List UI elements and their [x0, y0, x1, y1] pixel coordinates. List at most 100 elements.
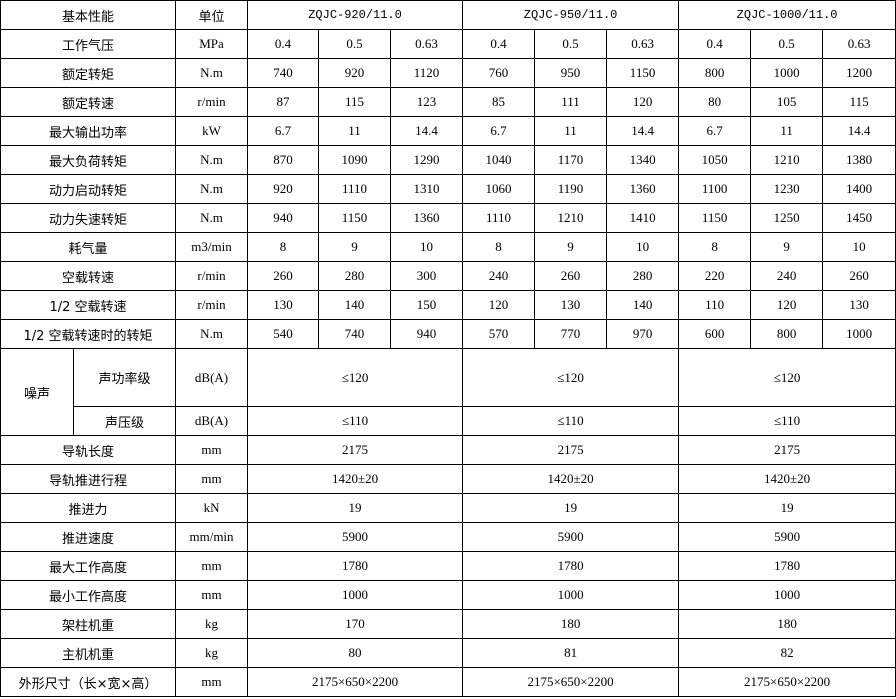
value-cell: 11	[534, 116, 608, 146]
value-cell: 105	[750, 87, 824, 117]
table-row: 推进速度 mm/min 5900 5900 5900	[0, 522, 896, 552]
table-row: 导轨推进行程 mm 1420±20 1420±20 1420±20	[0, 464, 896, 494]
row-unit: r/min	[175, 87, 249, 117]
value-cell: 1380	[822, 145, 896, 175]
table-row: 额定转速 r/min 87 115 123 85 111 120 80 105 115	[0, 87, 896, 117]
value-cell: 1120	[390, 58, 464, 88]
value-cell: ≤110	[247, 406, 464, 436]
value-cell: 1150	[318, 203, 392, 233]
value-cell: 1420±20	[247, 464, 464, 494]
row-label: 耗气量	[0, 232, 177, 262]
value-cell: 10	[822, 232, 896, 262]
row-unit: kW	[175, 116, 249, 146]
table-row: 导轨长度 mm 2175 2175 2175	[0, 435, 896, 465]
value-cell: 9	[750, 232, 824, 262]
value-cell: 14.4	[606, 116, 680, 146]
table-row: 外形尺寸（长×宽×高） mm 2175×650×2200 2175×650×2200 2…	[0, 667, 896, 697]
value-cell: 1420±20	[462, 464, 680, 494]
value-cell: 6.7	[247, 116, 320, 146]
value-cell: 1200	[822, 58, 896, 88]
value-cell: 82	[678, 638, 896, 668]
value-cell: 14.4	[822, 116, 896, 146]
row-label: 额定转速	[0, 87, 177, 117]
table-row: 推进力 kN 19 19 19	[0, 493, 896, 523]
value-cell: 0.4	[247, 29, 320, 59]
value-cell: 19	[462, 493, 680, 523]
value-cell: 760	[462, 58, 536, 88]
value-cell: 1250	[750, 203, 824, 233]
value-cell: ≤120	[678, 348, 896, 407]
row-unit: MPa	[175, 29, 249, 59]
row-label: 导轨推进行程	[0, 464, 177, 494]
value-cell: 0.63	[822, 29, 896, 59]
value-cell: 260	[822, 261, 896, 291]
row-unit: mm	[175, 580, 249, 610]
value-cell: 2175	[678, 435, 896, 465]
value-cell: 1310	[390, 174, 464, 204]
row-unit: m3/min	[175, 232, 249, 262]
table-row: 最大输出功率 kW 6.7 11 14.4 6.7 11 14.4 6.7 11 14.4	[0, 116, 896, 146]
value-cell: 280	[318, 261, 392, 291]
row-label: 推进速度	[0, 522, 177, 552]
value-cell: 540	[247, 319, 320, 349]
value-cell: 1060	[462, 174, 536, 204]
value-cell: 80	[247, 638, 464, 668]
row-label: 最大输出功率	[0, 116, 177, 146]
value-cell: 1000	[750, 58, 824, 88]
value-cell: 9	[318, 232, 392, 262]
value-cell: 1150	[606, 58, 680, 88]
value-cell: 1360	[606, 174, 680, 204]
row-unit: mm/min	[175, 522, 249, 552]
table-row: 1/2 空载转速 r/min 130 140 150 120 130 140 110 120 130	[0, 290, 896, 320]
table-row: 额定转矩 N.m 740 920 1120 760 950 1150 800 1000 1200	[0, 58, 896, 88]
noise-row: 噪声 声功率级 dB(A) ≤120 ≤120 ≤120	[0, 348, 896, 436]
value-cell: 1170	[534, 145, 608, 175]
value-cell: 111	[534, 87, 608, 117]
value-cell: 130	[822, 290, 896, 320]
value-cell: 0.4	[462, 29, 536, 59]
row-label: 外形尺寸（长×宽×高）	[0, 667, 177, 697]
value-cell: 920	[247, 174, 320, 204]
value-cell: 130	[247, 290, 320, 320]
value-cell: 150	[390, 290, 464, 320]
value-cell: 85	[462, 87, 536, 117]
value-cell: ≤120	[247, 348, 464, 407]
value-cell: 260	[534, 261, 608, 291]
value-cell: ≤120	[462, 348, 680, 407]
row-unit: N.m	[175, 174, 249, 204]
row-unit: kN	[175, 493, 249, 523]
value-cell: 80	[678, 87, 752, 117]
value-cell: 87	[247, 87, 320, 117]
value-cell: 920	[318, 58, 392, 88]
value-cell: 6.7	[462, 116, 536, 146]
value-cell: 180	[462, 609, 680, 639]
value-cell: 1230	[750, 174, 824, 204]
value-cell: 11	[318, 116, 392, 146]
header-row: 基本性能 单位 ZQJC-920/11.0 ZQJC-950/11.0 ZQJC…	[0, 0, 896, 30]
row-unit: kg	[175, 609, 249, 639]
value-cell: 600	[678, 319, 752, 349]
value-cell: 0.4	[678, 29, 752, 59]
table-row: 最小工作高度 mm 1000 1000 1000	[0, 580, 896, 610]
row-label: 动力失速转矩	[0, 203, 177, 233]
value-cell: 300	[390, 261, 464, 291]
value-cell: 8	[678, 232, 752, 262]
row-unit: N.m	[175, 319, 249, 349]
row-label: 声压级	[72, 406, 177, 436]
row-label: 最大工作高度	[0, 551, 177, 581]
value-cell: 19	[247, 493, 464, 523]
row-unit: N.m	[175, 145, 249, 175]
value-cell: 1360	[390, 203, 464, 233]
model-header: ZQJC-1000/11.0	[678, 0, 896, 30]
value-cell: 1210	[534, 203, 608, 233]
value-cell: 220	[678, 261, 752, 291]
value-cell: 8	[247, 232, 320, 262]
value-cell: 5900	[678, 522, 896, 552]
value-cell: 5900	[247, 522, 464, 552]
value-cell: 2175×650×2200	[462, 667, 680, 697]
value-cell: 10	[390, 232, 464, 262]
value-cell: 130	[534, 290, 608, 320]
value-cell: 140	[606, 290, 680, 320]
row-label: 最大负荷转矩	[0, 145, 177, 175]
